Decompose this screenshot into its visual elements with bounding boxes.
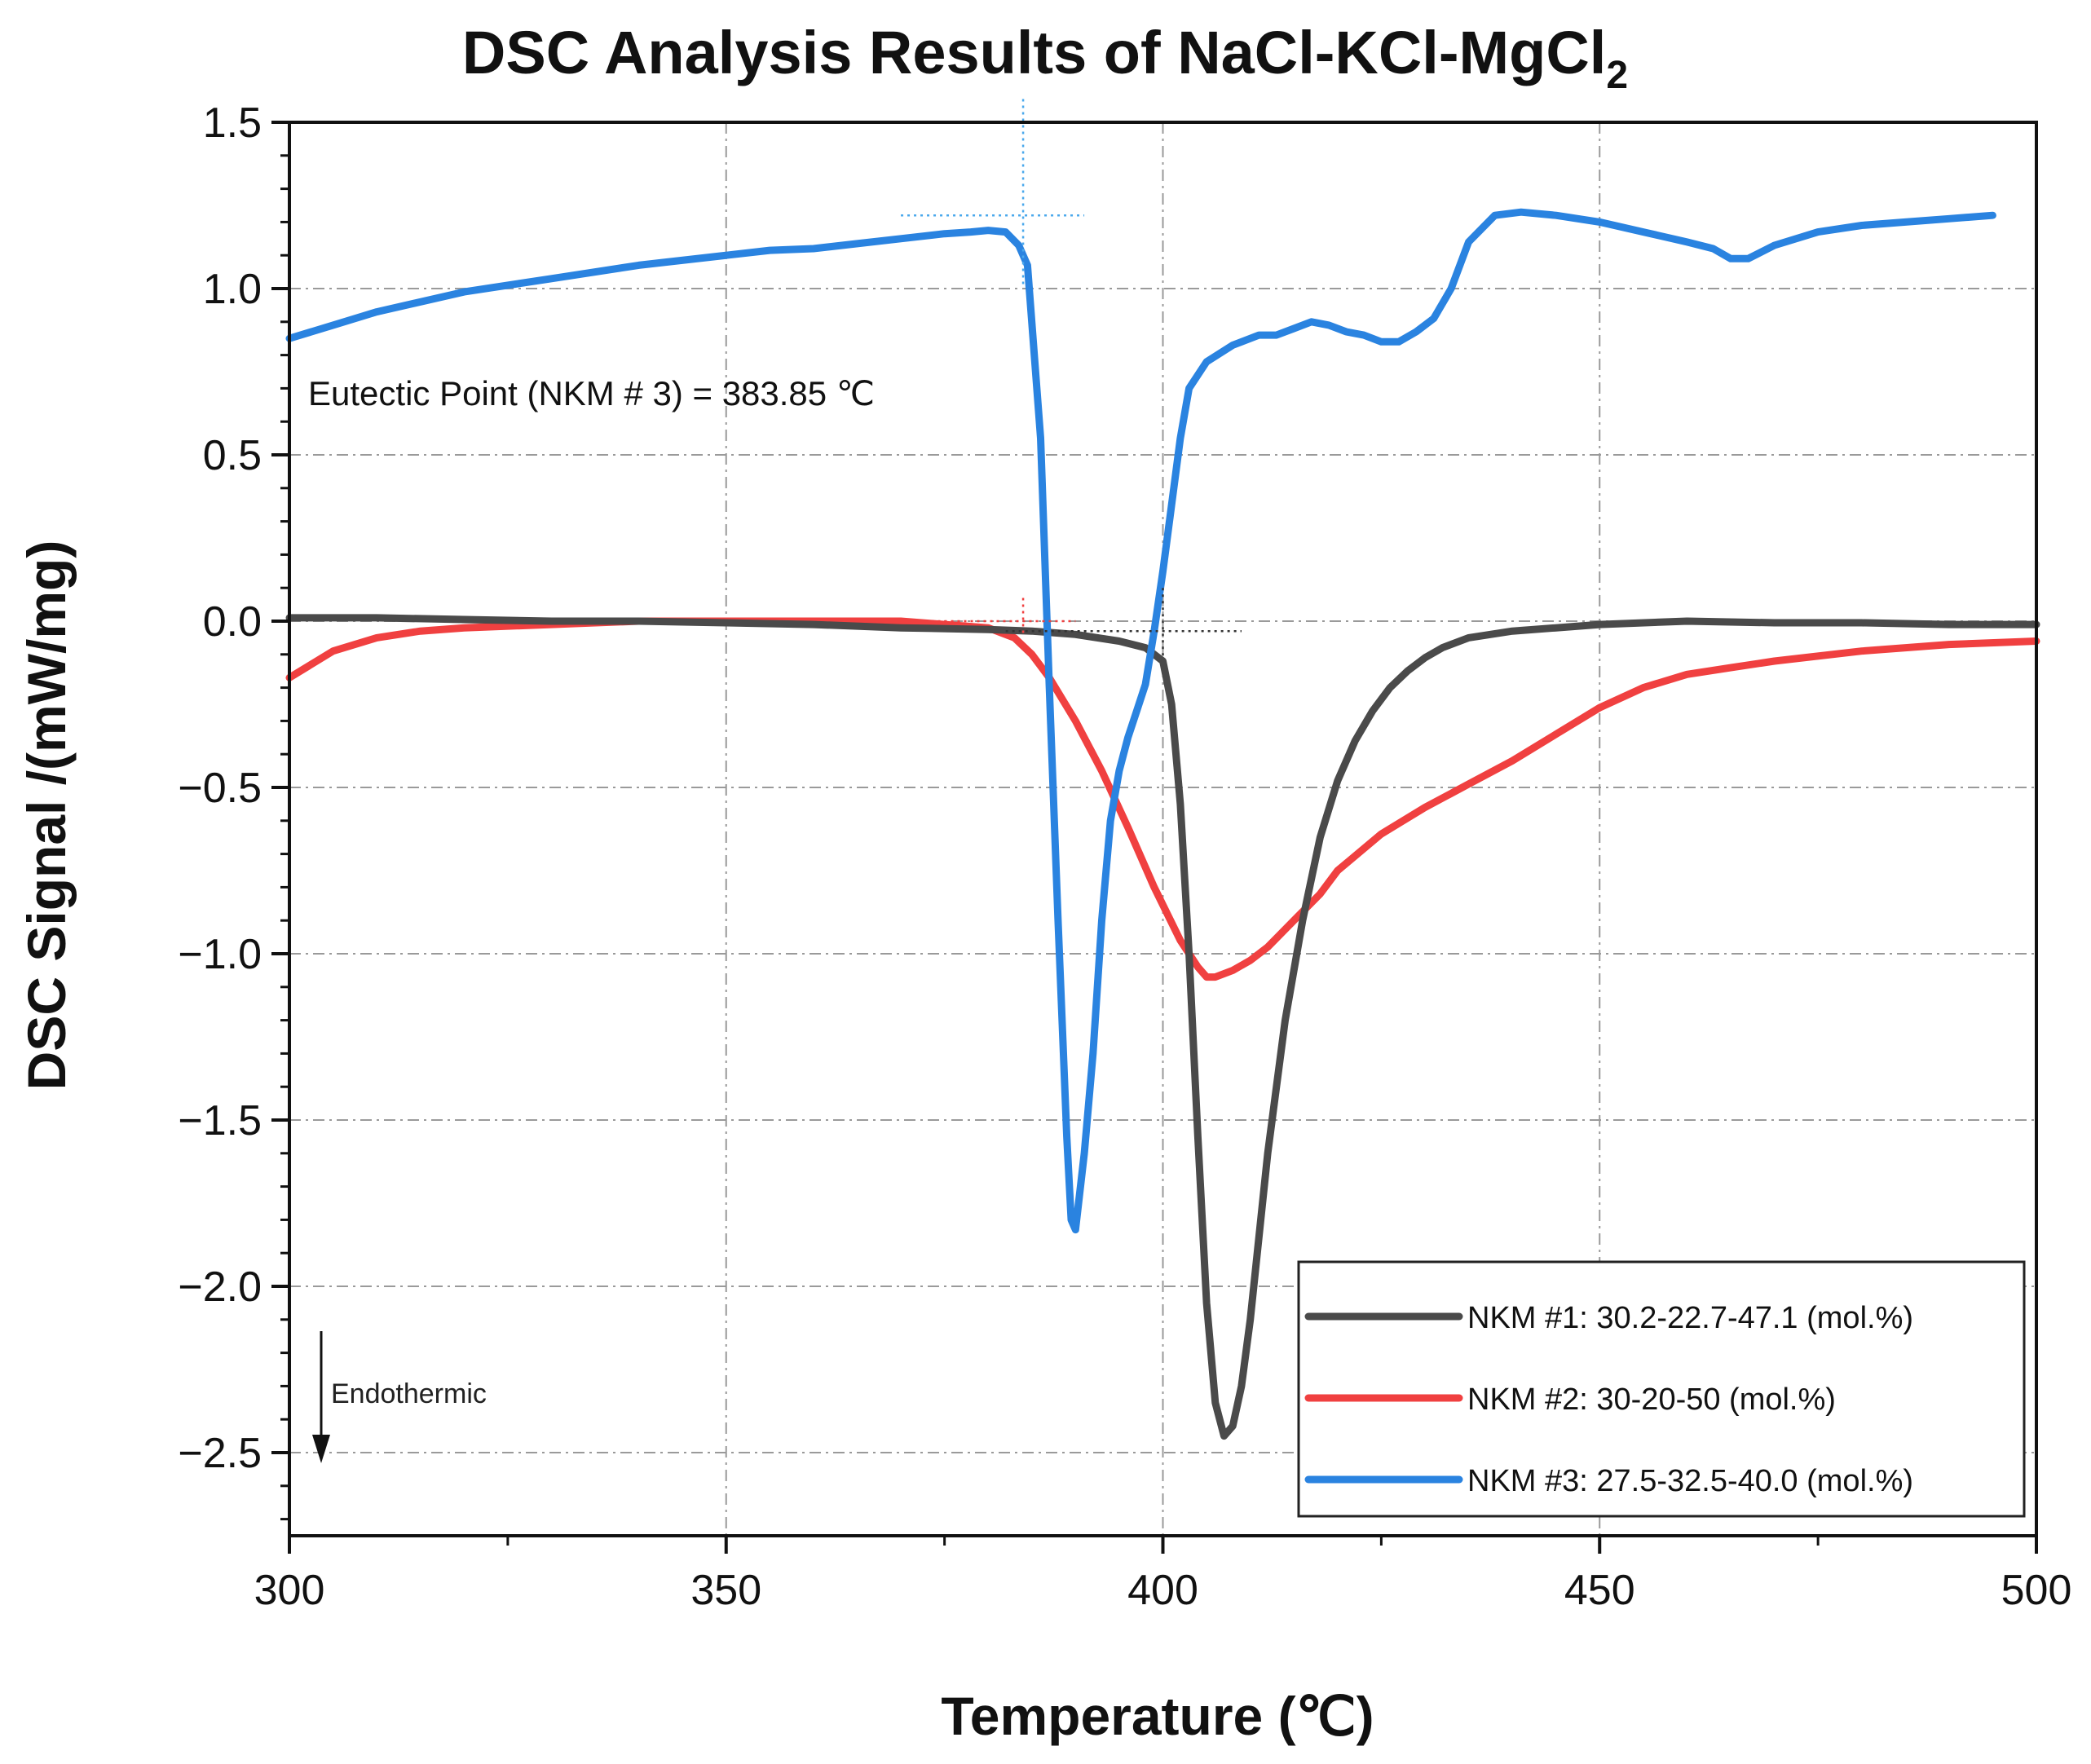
x-tick-label: 400	[1127, 1567, 1198, 1614]
endothermic-label: Endothermic	[331, 1378, 487, 1409]
data-series	[285, 208, 2040, 1440]
y-tick-label: −2.5	[178, 1430, 262, 1477]
y-tick-label: −2.0	[178, 1263, 262, 1311]
y-tick-label: −1.0	[178, 931, 262, 978]
legend-box	[1297, 1260, 2026, 1518]
endothermic-arrow	[312, 1331, 330, 1463]
y-tick-label: 0.5	[203, 432, 262, 479]
x-axis-title: Temperature (℃)	[941, 1686, 1374, 1746]
y-tick-label: −0.5	[178, 765, 262, 812]
y-tick-label: −1.5	[178, 1097, 262, 1144]
y-axis-title: DSC Signal /(mW/mg)	[16, 540, 77, 1091]
y-tick-label: 0.0	[203, 598, 262, 646]
legend-label-nkm1: NKM #1: 30.2-22.7-47.1 (mol.%)	[1467, 1301, 1913, 1335]
x-tick-label: 350	[690, 1567, 761, 1614]
chart-title: DSC Analysis Results of NaCl-KCl-MgCl2	[462, 19, 1628, 97]
legend-label-nkm2: NKM #2: 30-20-50 (mol.%)	[1467, 1383, 1836, 1417]
endothermic-arrow-head	[312, 1435, 330, 1463]
chart-title-subscript: 2	[1606, 54, 1628, 97]
axis-ticks: 300 350 400 450 500 1.5 1.0 0.5 0.0 −0.5 −1.0 −1.5 −…	[178, 99, 2071, 1614]
x-tick-label: 450	[1564, 1567, 1635, 1614]
y-tick-label: 1.0	[203, 266, 262, 313]
series-line-nkm3	[285, 208, 1996, 1234]
legend-label-nkm3: NKM #3: 27.5-32.5-40.0 (mol.%)	[1467, 1464, 1913, 1498]
x-tick-label: 300	[254, 1567, 325, 1614]
x-tick-label: 500	[2001, 1567, 2072, 1614]
y-tick-label: 1.5	[203, 99, 262, 147]
eutectic-annotation: Eutectic Point (NKM # 3) = 383.85 ℃	[308, 374, 875, 412]
legend: NKM #1: 30.2-22.7-47.1 (mol.%) NKM #2: 30…	[1297, 1260, 2026, 1518]
series-line-nkm1	[285, 614, 2040, 1440]
onset-guides	[901, 99, 1242, 658]
